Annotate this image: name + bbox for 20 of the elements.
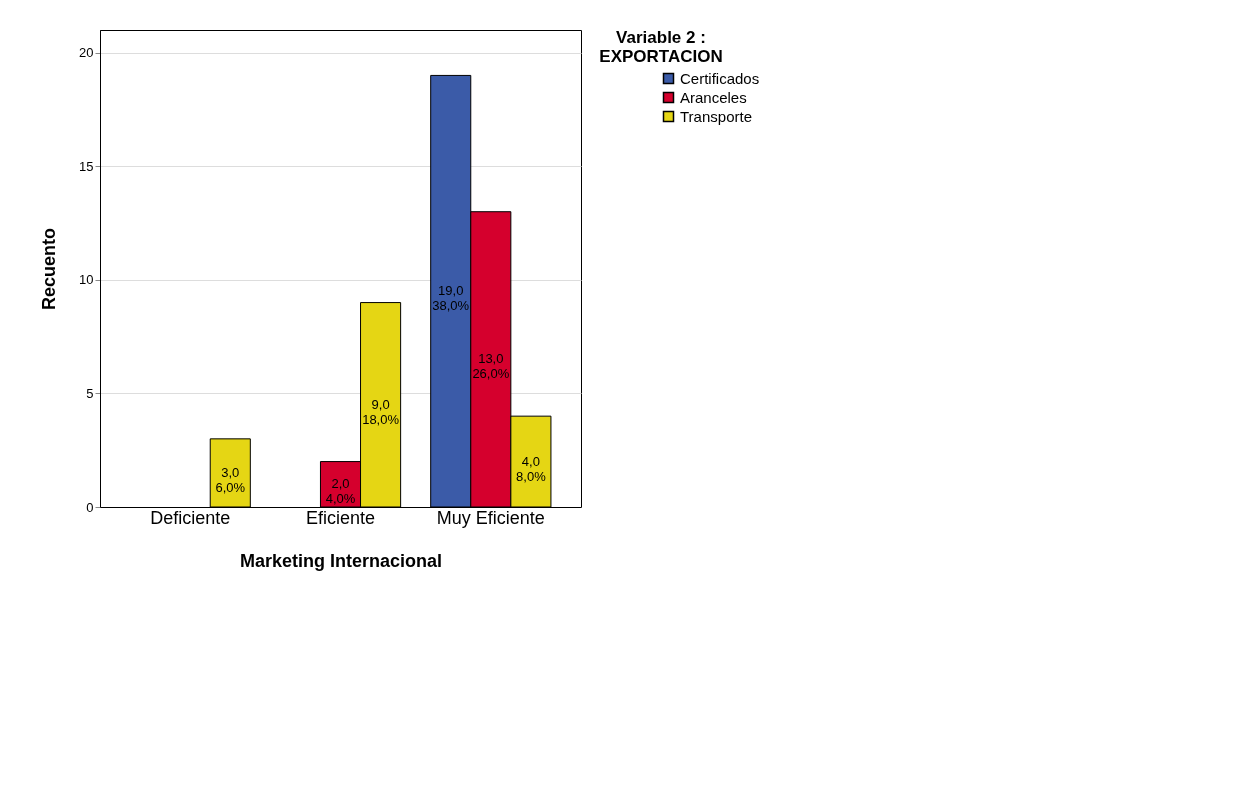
data-label: 19,0 38,0%	[432, 283, 470, 314]
legend-title: Variable 2 : EXPORTACION	[599, 28, 723, 66]
y-tick-label: 15	[79, 158, 94, 174]
y-tick-label: 0	[86, 499, 94, 515]
y-tick-label: 5	[86, 385, 94, 401]
x-tick-label: Muy Eficiente	[436, 507, 545, 528]
x-tick-label: Deficiente	[150, 507, 231, 528]
x-tick-label: Eficiente	[305, 507, 376, 528]
data-label: 13,0 26,0%	[472, 351, 510, 382]
x-axis-title: Marketing Internacional	[239, 550, 443, 571]
data-label: 2,0 4,0%	[325, 476, 356, 507]
legend-label: Transporte	[680, 107, 752, 125]
y-tick-label: 10	[79, 272, 94, 288]
data-label: 4,0 8,0%	[516, 453, 547, 484]
legend-label: Aranceles	[680, 88, 747, 106]
y-axis-title: Recuento	[39, 227, 60, 311]
legend-label: Certificados	[680, 69, 760, 87]
y-tick-label: 20	[79, 45, 94, 61]
data-label: 3,0 6,0%	[215, 464, 246, 495]
data-label: 9,0 18,0%	[362, 396, 400, 427]
